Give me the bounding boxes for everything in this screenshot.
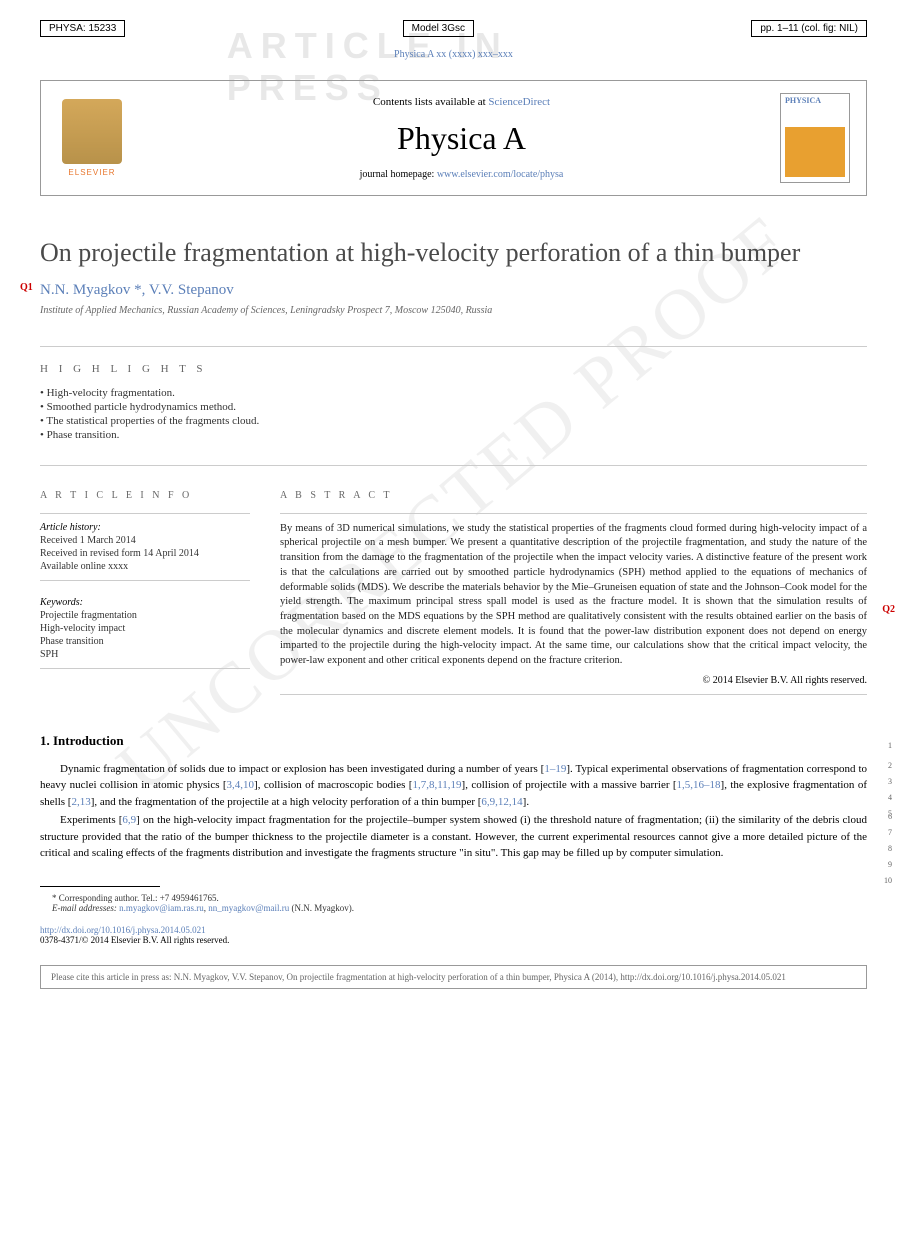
line-number: 4	[888, 793, 892, 802]
proof-header-row: PHYSA: 15233 Model 3Gsc pp. 1–11 (col. f…	[40, 20, 867, 37]
line-number: 2	[888, 761, 892, 770]
email-name: (N.N. Myagkov).	[289, 903, 354, 913]
journal-reference: Physica A xx (xxxx) xxx–xxx	[40, 49, 867, 60]
keyword-item: SPH	[40, 649, 250, 660]
divider	[40, 346, 867, 347]
elsevier-logo: ELSEVIER	[57, 93, 127, 183]
homepage-prefix: journal homepage:	[360, 169, 437, 180]
body-text-span: ].	[523, 796, 529, 808]
introduction-header: 1. Introduction	[40, 733, 867, 749]
abstract-text: By means of 3D numerical simulations, we…	[280, 522, 867, 669]
body-text-span: ] on the high-velocity impact fragmentat…	[40, 814, 867, 859]
q2-marker: Q2	[882, 604, 895, 615]
email-label: E-mail addresses:	[52, 903, 119, 913]
divider	[40, 668, 250, 669]
ref-link[interactable]: 1–19	[544, 763, 566, 775]
footnote-rule	[40, 886, 160, 887]
sciencedirect-link[interactable]: ScienceDirect	[488, 96, 550, 108]
cover-inner-graphic	[785, 127, 845, 177]
line-number: 6	[888, 812, 892, 821]
body-text-span: ], collision of macroscopic bodies [	[254, 779, 412, 791]
line-number: 8	[888, 844, 892, 853]
history-revised: Received in revised form 14 April 2014	[40, 548, 250, 559]
authors: N.N. Myagkov *, V.V. Stepanov	[40, 282, 867, 299]
contents-prefix: Contents lists available at	[373, 96, 488, 108]
copyright: © 2014 Elsevier B.V. All rights reserved…	[280, 675, 867, 686]
ref-link[interactable]: 6,9,12,14	[481, 796, 522, 808]
body-paragraph-1: Dynamic fragmentation of solids due to i…	[40, 761, 867, 811]
article-info-header: A R T I C L E I N F O	[40, 490, 250, 501]
divider	[40, 465, 867, 466]
ref-link[interactable]: 3,4,10	[227, 779, 255, 791]
affiliation: Institute of Applied Mechanics, Russian …	[40, 305, 867, 316]
doi-link[interactable]: http://dx.doi.org/10.1016/j.physa.2014.0…	[40, 925, 867, 935]
line-number: 9	[888, 860, 892, 869]
divider	[40, 513, 250, 514]
divider	[280, 513, 867, 514]
email-link[interactable]: nn_myagkov@mail.ru	[208, 903, 289, 913]
ref-link[interactable]: 1,5,16–18	[677, 779, 721, 791]
article-title: On projectile fragmentation at high-velo…	[40, 236, 867, 270]
proof-box-left: PHYSA: 15233	[40, 20, 125, 37]
ref-link[interactable]: 6,9	[122, 814, 136, 826]
body-paragraph-2: Experiments [6,9] on the high-velocity i…	[40, 812, 867, 862]
cover-physica-label: PHYSICA	[781, 94, 849, 107]
proof-box-center: Model 3Gsc	[403, 20, 474, 37]
abstract-header: A B S T R A C T	[280, 490, 867, 501]
history-label: Article history:	[40, 522, 250, 533]
history-online: Available online xxxx	[40, 561, 250, 572]
keyword-item: Phase transition	[40, 636, 250, 647]
divider	[40, 580, 250, 581]
keyword-item: Projectile fragmentation	[40, 610, 250, 621]
body-text-span: Experiments [	[60, 814, 122, 826]
keywords-label: Keywords:	[40, 597, 250, 608]
body-text-span: ], collision of projectile with a massiv…	[462, 779, 677, 791]
ref-link[interactable]: 1,7,8,11,19	[412, 779, 461, 791]
journal-name: Physica A	[143, 120, 780, 157]
contents-text: Contents lists available at ScienceDirec…	[143, 96, 780, 108]
proof-box-right: pp. 1–11 (col. fig: NIL)	[751, 20, 867, 37]
highlight-item: The statistical properties of the fragme…	[40, 415, 867, 427]
highlight-item: Smoothed particle hydrodynamics method.	[40, 401, 867, 413]
line-number: 7	[888, 828, 892, 837]
issn-copyright: 0378-4371/© 2014 Elsevier B.V. All right…	[40, 935, 867, 945]
q1-marker: Q1	[20, 282, 33, 293]
elsevier-label: ELSEVIER	[68, 168, 115, 177]
homepage-link[interactable]: www.elsevier.com/locate/physa	[437, 169, 564, 180]
highlight-item: High-velocity fragmentation.	[40, 387, 867, 399]
highlights-list: High-velocity fragmentation. Smoothed pa…	[40, 387, 867, 441]
corresponding-author: * Corresponding author. Tel.: +7 4959461…	[52, 893, 867, 903]
journal-header-panel: ELSEVIER Contents lists available at Sci…	[40, 80, 867, 196]
highlight-item: Phase transition.	[40, 429, 867, 441]
journal-cover-thumbnail: PHYSICA	[780, 93, 850, 183]
body-text-span: ], and the fragmentation of the projecti…	[91, 796, 482, 808]
citation-box: Please cite this article in press as: N.…	[40, 965, 867, 989]
line-number: 1	[888, 741, 892, 750]
keyword-item: High-velocity impact	[40, 623, 250, 634]
homepage-text: journal homepage: www.elsevier.com/locat…	[143, 169, 780, 180]
body-text-span: Dynamic fragmentation of solids due to i…	[60, 763, 544, 775]
line-number: 10	[884, 876, 892, 885]
email-line: E-mail addresses: n.myagkov@iam.ras.ru, …	[52, 903, 867, 913]
elsevier-tree-icon	[62, 99, 122, 164]
ref-link[interactable]: 2,13	[71, 796, 90, 808]
email-link[interactable]: n.myagkov@iam.ras.ru	[119, 903, 204, 913]
history-received: Received 1 March 2014	[40, 535, 250, 546]
line-number: 3	[888, 777, 892, 786]
divider	[280, 694, 867, 695]
highlights-header: H I G H L I G H T S	[40, 363, 867, 375]
